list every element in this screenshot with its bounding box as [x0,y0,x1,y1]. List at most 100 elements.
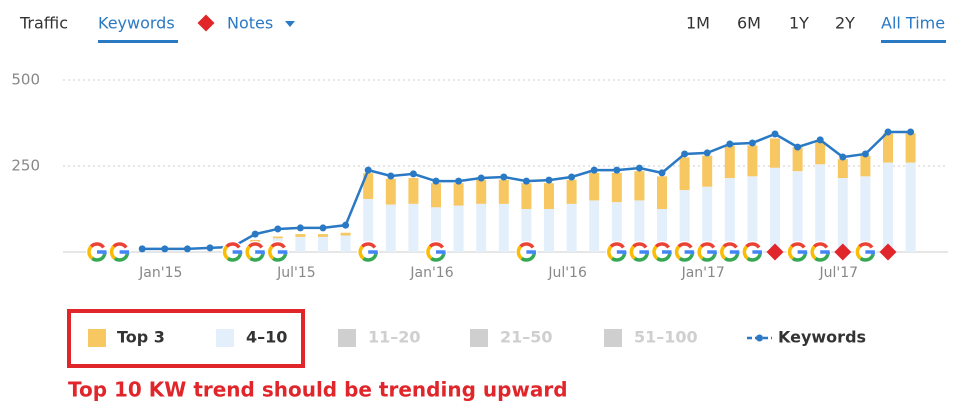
google-icon-arc [249,253,265,262]
bar-4-10 [544,209,554,252]
bar-top3 [860,155,871,177]
bar-4-10 [657,209,667,252]
google-icon-arc [746,253,762,262]
google-icon-arc [701,253,717,262]
bar-4-10 [566,203,577,252]
google-icon-arc [226,253,242,262]
keywords-dot [635,164,643,172]
google-icon-arc [112,242,128,249]
tab-active[interactable]: Keywords [98,14,175,33]
bar-top3 [702,155,713,187]
google-icon-arc [790,242,806,249]
legend-swatch-inactive [470,329,488,347]
keywords-dot [568,173,576,181]
bar-top3 [476,179,487,204]
google-icon-arc [109,245,117,260]
notes-menu[interactable]: Notes [227,14,273,33]
bar-top3 [340,232,351,236]
keywords-dot [432,177,440,185]
google-icon-arc [855,245,862,260]
bar-4-10 [498,203,509,252]
range[interactable]: 1M [686,14,710,33]
highlight-box [67,309,305,368]
google-icon-arc [87,245,94,260]
bar-4-10 [431,207,441,252]
bar-4-10 [860,176,871,252]
google-icon-arc [268,245,275,260]
range[interactable]: 6M [737,14,761,33]
keywords-dot [613,166,621,174]
keywords-dot [183,245,191,253]
google-icon-arc [656,253,672,262]
annotation: Top 10 KW trend should be trending upwar… [68,378,568,402]
bar-top3 [837,159,848,179]
google-icon-arc [678,253,694,262]
keywords-dot [455,177,463,185]
bar-4-10 [521,209,532,252]
keywords-dot [251,230,259,238]
google-icon-arc [697,245,704,260]
bar-top3 [883,133,893,163]
bar-top3 [589,172,600,201]
bar-4-10 [318,236,328,252]
bar-top3 [272,236,283,239]
bar-top3 [385,178,396,205]
notes-icon [197,14,215,32]
bar-4-10 [883,162,893,252]
keywords-dot [658,169,666,177]
keywords-dot [522,177,530,185]
range-active[interactable]: All Time [881,14,945,33]
keywords-dot [206,244,214,252]
keywords-dot [703,149,711,157]
bar-4-10 [611,202,622,252]
bar-4-10 [747,176,758,252]
google-icon-arc [270,242,286,249]
google-icon-arc [814,253,830,262]
google-icon-arc [428,242,445,249]
bar-top3 [453,183,464,206]
google-icon-arc [742,245,749,260]
bar-top3 [566,179,577,204]
bar-top3 [724,145,735,179]
bar-4-10 [905,162,916,252]
keywords-dot [884,128,892,136]
range[interactable]: 1Y [789,14,809,33]
google-icon-arc [91,253,107,262]
keywords-dot [907,128,915,136]
bar-4-10 [385,204,396,252]
tab[interactable]: Traffic [19,14,68,33]
google-icon-arc [225,242,241,249]
tab-underline [98,40,178,43]
keywords-dot [274,225,282,233]
bar-top3 [363,173,374,200]
bar-4-10 [295,236,306,252]
legend-label-inactive: 21–50 [500,328,553,347]
range[interactable]: 2Y [835,14,855,33]
legend-swatch [216,329,234,347]
x-tick-label: Jan'17 [681,265,725,281]
keywords-dot [500,173,508,181]
caret [285,21,295,27]
google-icon-arc [654,242,671,249]
legend-label: Keywords [778,328,866,347]
x-tick-label: Jan'16 [409,265,453,281]
keywords-dot [839,153,847,161]
google-icon-arc [633,253,649,262]
google-icon-arc [632,242,648,249]
keywords-dot [296,224,304,232]
google-icon-arc [519,242,535,249]
note-diamond [766,243,784,261]
keywords-dot [681,150,689,158]
google-icon-arc [674,245,682,260]
bar-top3 [792,147,803,172]
bar-top3 [544,183,554,209]
range-underline [881,40,946,43]
google-icon-arc [426,245,433,260]
bar-4-10 [770,167,780,252]
google-icon-arc [611,253,627,262]
y-tick-label: 500 [11,71,40,89]
x-tick-label: Jul'16 [547,265,587,281]
bar-top3 [295,234,306,237]
y-tick-label: 250 [11,157,40,175]
google-icon-arc [652,245,659,260]
